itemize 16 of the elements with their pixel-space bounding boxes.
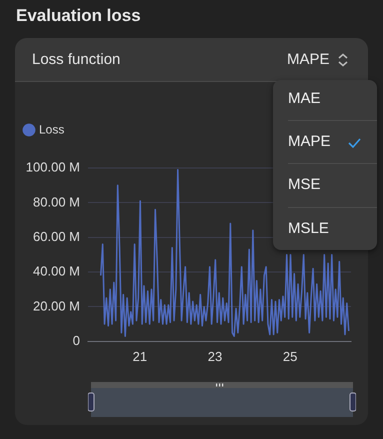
- y-tick-label: 0: [72, 332, 80, 348]
- annotation: MSLE: [288, 220, 329, 237]
- y-tick-label: 100.00 M: [26, 160, 80, 175]
- chart-title: Evaluation loss: [16, 6, 141, 26]
- annotation: MSE: [288, 176, 321, 193]
- y-tick-label: 40.00 M: [33, 264, 80, 279]
- x-tick-label: 21: [132, 348, 148, 364]
- y-tick-label: 20.00 M: [33, 298, 80, 314]
- legend-label: Loss: [39, 122, 64, 136]
- y-tick-label: 60.00 M: [33, 228, 80, 244]
- text: MAPE: [287, 51, 330, 68]
- dropdown-menu: MAE MAPE MSE MSLE: [273, 80, 377, 250]
- x-tick-label: 23: [208, 348, 222, 364]
- x-tick-label: 25: [282, 348, 298, 364]
- chart-subtitle: Loss function: [32, 51, 120, 68]
- y-tick-label: 80.00 M: [33, 194, 80, 210]
